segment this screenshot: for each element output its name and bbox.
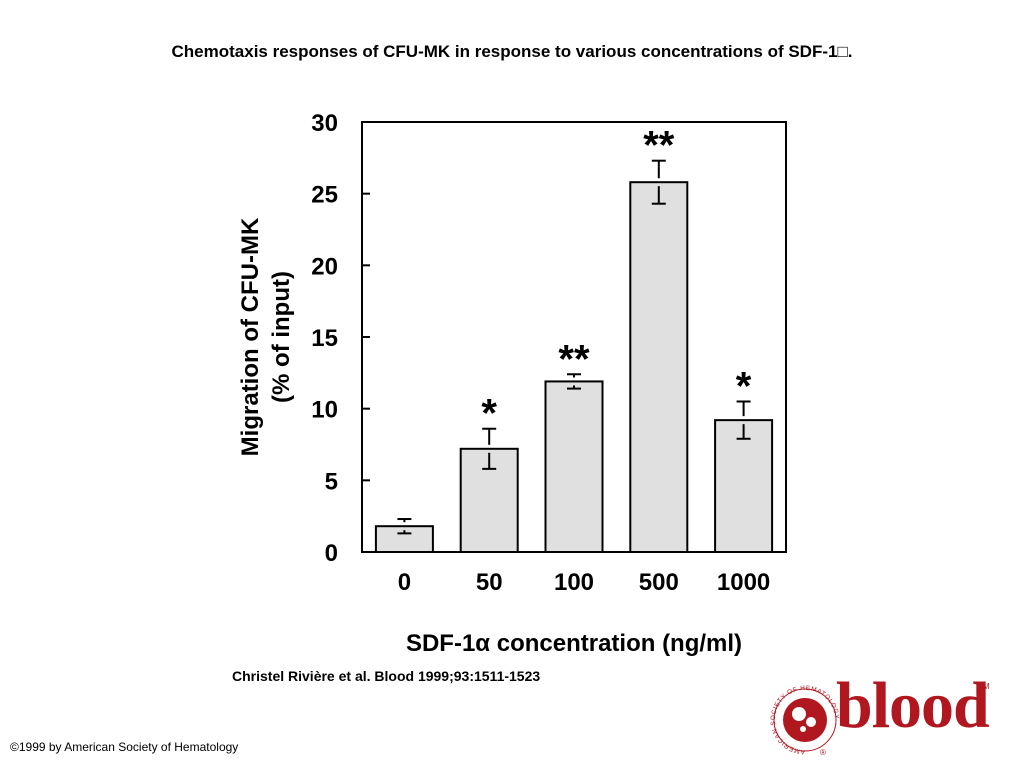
registered-mark: ® [820,748,826,756]
significance-marker: ** [558,337,590,381]
bar-100 [544,380,604,553]
y-tick-label: 25 [311,182,338,209]
y-tick-label: 5 [325,468,338,495]
y-axis-label: Migration of CFU-MK [237,217,264,456]
bar-1000 [714,419,774,553]
copyright-notice: ©1999 by American Society of Hematology [10,740,239,754]
y-tick-label: 10 [311,397,338,424]
x-tick-label: 1000 [717,569,770,596]
significance-marker: ** [643,124,675,168]
y-tick-label: 20 [311,253,338,280]
plot-frame [361,121,787,553]
significance-marker: * [481,392,497,436]
x-tick-label: 50 [476,569,503,596]
y-axis-ticks: 0 5 10 15 20 25 30 [311,110,370,567]
x-axis-label: SDF-1α concentration (ng/ml) [406,630,742,657]
ash-seal-icon: AMERICAN SOCIETY OF HEMATOLOGY ® [770,685,840,756]
citation: Christel Rivière et al. Blood 1999;93:15… [232,668,541,684]
bar-500 [629,181,689,553]
slide-title: Chemotaxis responses of CFU-MK in respon… [171,42,853,61]
y-tick-label: 30 [311,110,338,137]
x-tick-label: 100 [554,569,594,596]
x-axis-ticks: 0 50 100 500 1000 [398,569,771,596]
bars-group: ****** [374,124,774,554]
trademark-mark: TM [978,682,990,691]
significance-marker: * [736,365,752,409]
y-tick-label: 15 [311,325,338,352]
x-tick-label: 500 [639,569,679,596]
x-tick-label: 0 [398,569,411,596]
bar-0 [374,525,434,554]
blood-wordmark: blood [836,669,990,742]
y-axis-label-units: (% of input) [268,271,295,403]
blood-journal-logo: AMERICAN SOCIETY OF HEMATOLOGY ® blood T… [770,669,995,756]
y-tick-label: 0 [325,540,338,567]
